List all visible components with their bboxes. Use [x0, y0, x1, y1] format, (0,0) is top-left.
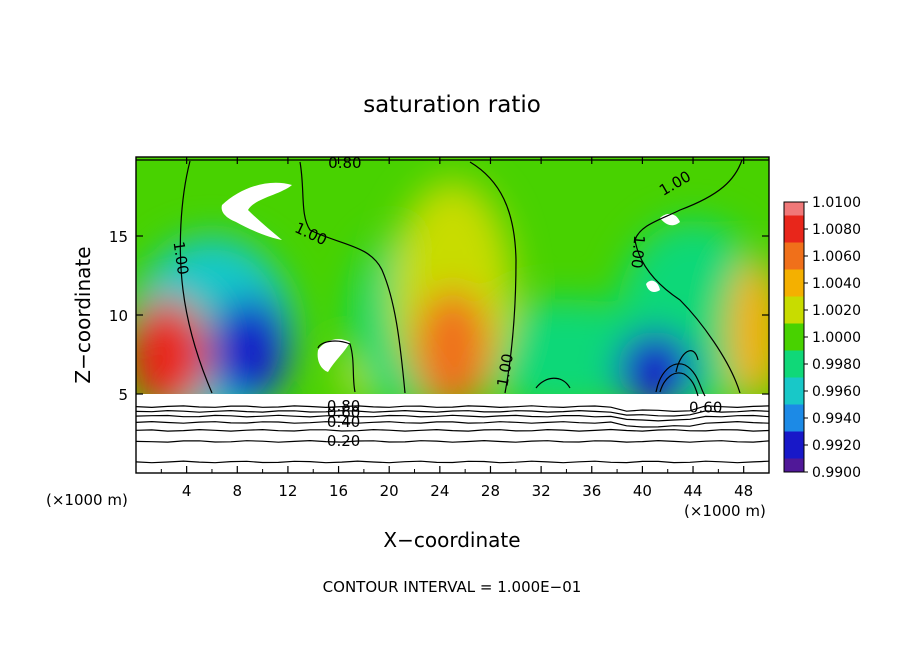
contour-level-3: [136, 420, 769, 428]
colorbar-label-1: 1.0080: [812, 222, 861, 238]
x-unit-right: (×1000 m): [684, 502, 766, 520]
x-axis-label: X−coordinate: [383, 528, 520, 552]
contour-label-6: 0.80: [327, 397, 360, 415]
chart-title: saturation ratio: [363, 92, 541, 118]
colorbar-label-9: 0.9920: [812, 438, 861, 454]
contour-turbulent-1: [655, 363, 706, 397]
white-patch-small: [646, 280, 660, 292]
contour-interval-note: CONTOUR INTERVAL = 1.000E−01: [323, 578, 582, 596]
colorbar-swatch-3: [784, 269, 804, 297]
x-tick-label-12: 12: [278, 482, 297, 500]
contour-lines: [136, 159, 769, 397]
colorbar-label-7: 0.9960: [812, 384, 861, 400]
y-tick-label-10: 10: [109, 307, 128, 325]
colorbar-label-0: 1.0100: [812, 195, 861, 211]
colorbar-swatch-9: [784, 431, 804, 459]
contour-level-2: [136, 414, 769, 422]
contour-level-1: [136, 409, 769, 417]
x-tick-label-4: 4: [182, 482, 192, 500]
plume-7: [414, 289, 491, 410]
plume-3: [471, 299, 662, 410]
colorbar-swatch-10: [784, 458, 804, 472]
colorbar-swatch-1: [784, 215, 804, 243]
colorbar-swatch-4: [784, 296, 804, 324]
plume-10: [211, 297, 288, 402]
y-tick-label-15: 15: [109, 228, 128, 246]
x-tick-label-28: 28: [481, 482, 500, 500]
colorbar-swatch-5: [784, 323, 804, 351]
x-tick-label-40: 40: [633, 482, 652, 500]
contour-label-10: 0.60: [689, 399, 722, 417]
lower-contour-levels: [136, 405, 769, 464]
x-axis-ticks: 4 8 12 16 20 24 28 32 36 40 44 48: [160, 157, 753, 500]
contour-level-4: [136, 428, 769, 432]
colorbar-swatch-7: [784, 377, 804, 405]
y-axis-label: Z−coordinate: [71, 246, 95, 383]
contour-1-center-right: [469, 161, 517, 394]
contour-1-right: [634, 159, 743, 394]
colorbar-label-8: 0.9940: [812, 411, 861, 427]
x-tick-label-32: 32: [532, 482, 551, 500]
plume-8: [617, 330, 694, 410]
contour-small-closed-right: [535, 377, 571, 389]
colorbar-swatch-6: [784, 350, 804, 378]
contour-turbulent-3: [675, 350, 699, 373]
contour-1-left: [179, 160, 213, 394]
colorbar-swatches: [784, 202, 804, 472]
colorbar: 1.0100 1.0080 1.0060 1.0040 1.0020 1.0000 0.99…: [783, 195, 861, 481]
x-tick-label-8: 8: [233, 482, 243, 500]
colorbar-swatch-8: [784, 404, 804, 432]
x-tick-label-44: 44: [683, 482, 702, 500]
contour-label-8: 0.40: [327, 413, 360, 431]
y-axis-ticks: 5 10 15: [109, 228, 769, 404]
plume-9: [136, 299, 209, 410]
contour-label-3: 1.00: [493, 352, 517, 388]
contour-closed-plume: [317, 340, 356, 393]
contour-turbulent-2: [659, 372, 699, 397]
colorbar-label-2: 1.0060: [812, 249, 861, 265]
contour-level-0: [136, 405, 769, 413]
white-patch-upper-left: [221, 182, 292, 240]
contour-level-5: [136, 439, 769, 443]
x-tick-label-24: 24: [430, 482, 449, 500]
x-unit-left: (×1000 m): [46, 491, 128, 509]
contour-label-9: 0.20: [327, 432, 360, 450]
plume-6: [728, 259, 769, 402]
colorbar-label-6: 0.9980: [812, 357, 861, 373]
colorbar-swatch-0: [784, 202, 804, 216]
white-patch-mid-left: [317, 339, 350, 372]
colorbar-label-3: 1.0040: [812, 276, 861, 292]
colorbar-swatch-2: [784, 242, 804, 270]
colorbar-labels: 1.0100 1.0080 1.0060 1.0040 1.0020 1.0000 0.99…: [804, 195, 861, 481]
y-tick-label-5: 5: [118, 386, 128, 404]
plume-layer: [136, 180, 769, 426]
plot-area: 0.801.001.001.001.001.000.800.600.400.20…: [109, 154, 770, 500]
contour-label-1: 1.00: [170, 240, 192, 276]
colorbar-label-10: 0.9900: [812, 465, 861, 481]
colorbar-label-5: 1.0000: [812, 330, 861, 346]
contour-label-5: 1.00: [627, 234, 648, 269]
x-tick-label-20: 20: [380, 482, 399, 500]
contour-1-center-left: [299, 161, 406, 394]
x-tick-label-48: 48: [734, 482, 753, 500]
x-tick-label-36: 36: [582, 482, 601, 500]
contour-label-7: 0.60: [327, 403, 360, 421]
contour-level-6: [136, 460, 769, 464]
colorbar-label-4: 1.0020: [812, 303, 861, 319]
contour-label-0: 0.80: [328, 154, 361, 172]
x-tick-label-16: 16: [329, 482, 348, 500]
